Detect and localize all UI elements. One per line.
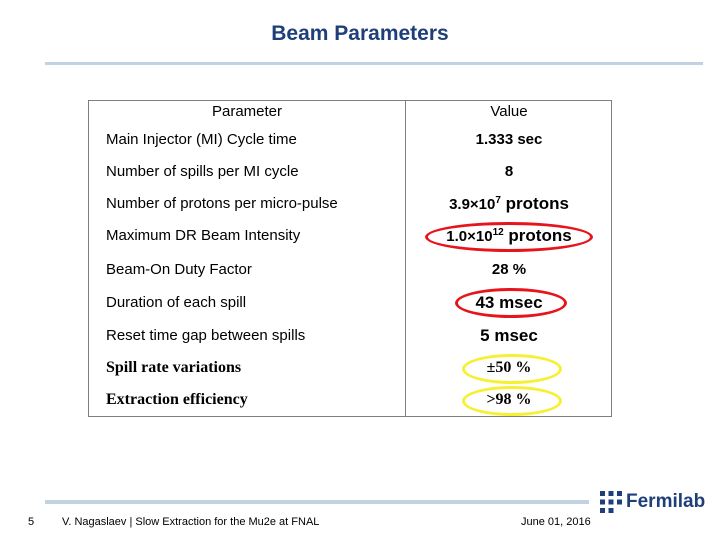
- value-cell: 28 %: [491, 261, 527, 278]
- red-highlight-oval: [455, 288, 567, 318]
- fermilab-logo-icon: [600, 491, 622, 513]
- param-cell: Main Injector (MI) Cycle time: [106, 131, 297, 148]
- value-cell: 3.9×107 protons: [406, 188, 612, 220]
- value-cell: 1.333 sec: [475, 131, 543, 148]
- fermilab-logo: Fermilab: [600, 488, 705, 516]
- value-base: 3.9×10: [449, 196, 496, 213]
- table-row: Number of protons per micro-pulse 3.9×10…: [88, 188, 612, 220]
- table-row: Beam-On Duty Factor 28 %: [88, 254, 612, 286]
- table-header-row: Parameter Value: [88, 96, 612, 128]
- yellow-highlight-oval: [462, 354, 562, 384]
- param-cell: Spill rate variations: [106, 359, 242, 376]
- table-row: Main Injector (MI) Cycle time 1.333 sec: [88, 124, 612, 156]
- parameters-table: [88, 100, 612, 417]
- param-cell: Beam-On Duty Factor: [106, 261, 252, 278]
- value-exponent: 7: [495, 195, 501, 206]
- logo-text: Fermilab: [626, 491, 706, 512]
- header-parameter: Parameter: [211, 103, 283, 120]
- red-highlight-oval: [425, 222, 593, 252]
- title-divider: [45, 62, 703, 65]
- table-row: Number of spills per MI cycle 8: [88, 156, 612, 188]
- value-cell: 5 msec: [406, 320, 612, 352]
- yellow-highlight-oval: [462, 386, 562, 416]
- param-cell: Extraction efficiency: [106, 391, 248, 408]
- param-cell: Duration of each spill: [106, 294, 247, 311]
- value-unit: protons: [500, 194, 569, 213]
- footer-date: June 01, 2016: [521, 516, 591, 528]
- param-cell: Number of protons per micro-pulse: [106, 195, 338, 212]
- param-cell: Maximum DR Beam Intensity: [106, 227, 301, 244]
- header-value: Value: [490, 103, 528, 120]
- value-text: 5 msec: [480, 326, 538, 345]
- param-cell: Number of spills per MI cycle: [106, 163, 299, 180]
- column-divider: [405, 100, 406, 417]
- footer-divider: [45, 500, 589, 504]
- page-number: 5: [28, 516, 35, 528]
- slide-title: Beam Parameters: [271, 22, 449, 45]
- table-row: Reset time gap between spills 5 msec: [88, 320, 612, 352]
- param-cell: Reset time gap between spills: [106, 327, 306, 344]
- value-cell: 8: [504, 163, 514, 180]
- footer-author: V. Nagaslaev | Slow Extraction for the M…: [62, 516, 320, 528]
